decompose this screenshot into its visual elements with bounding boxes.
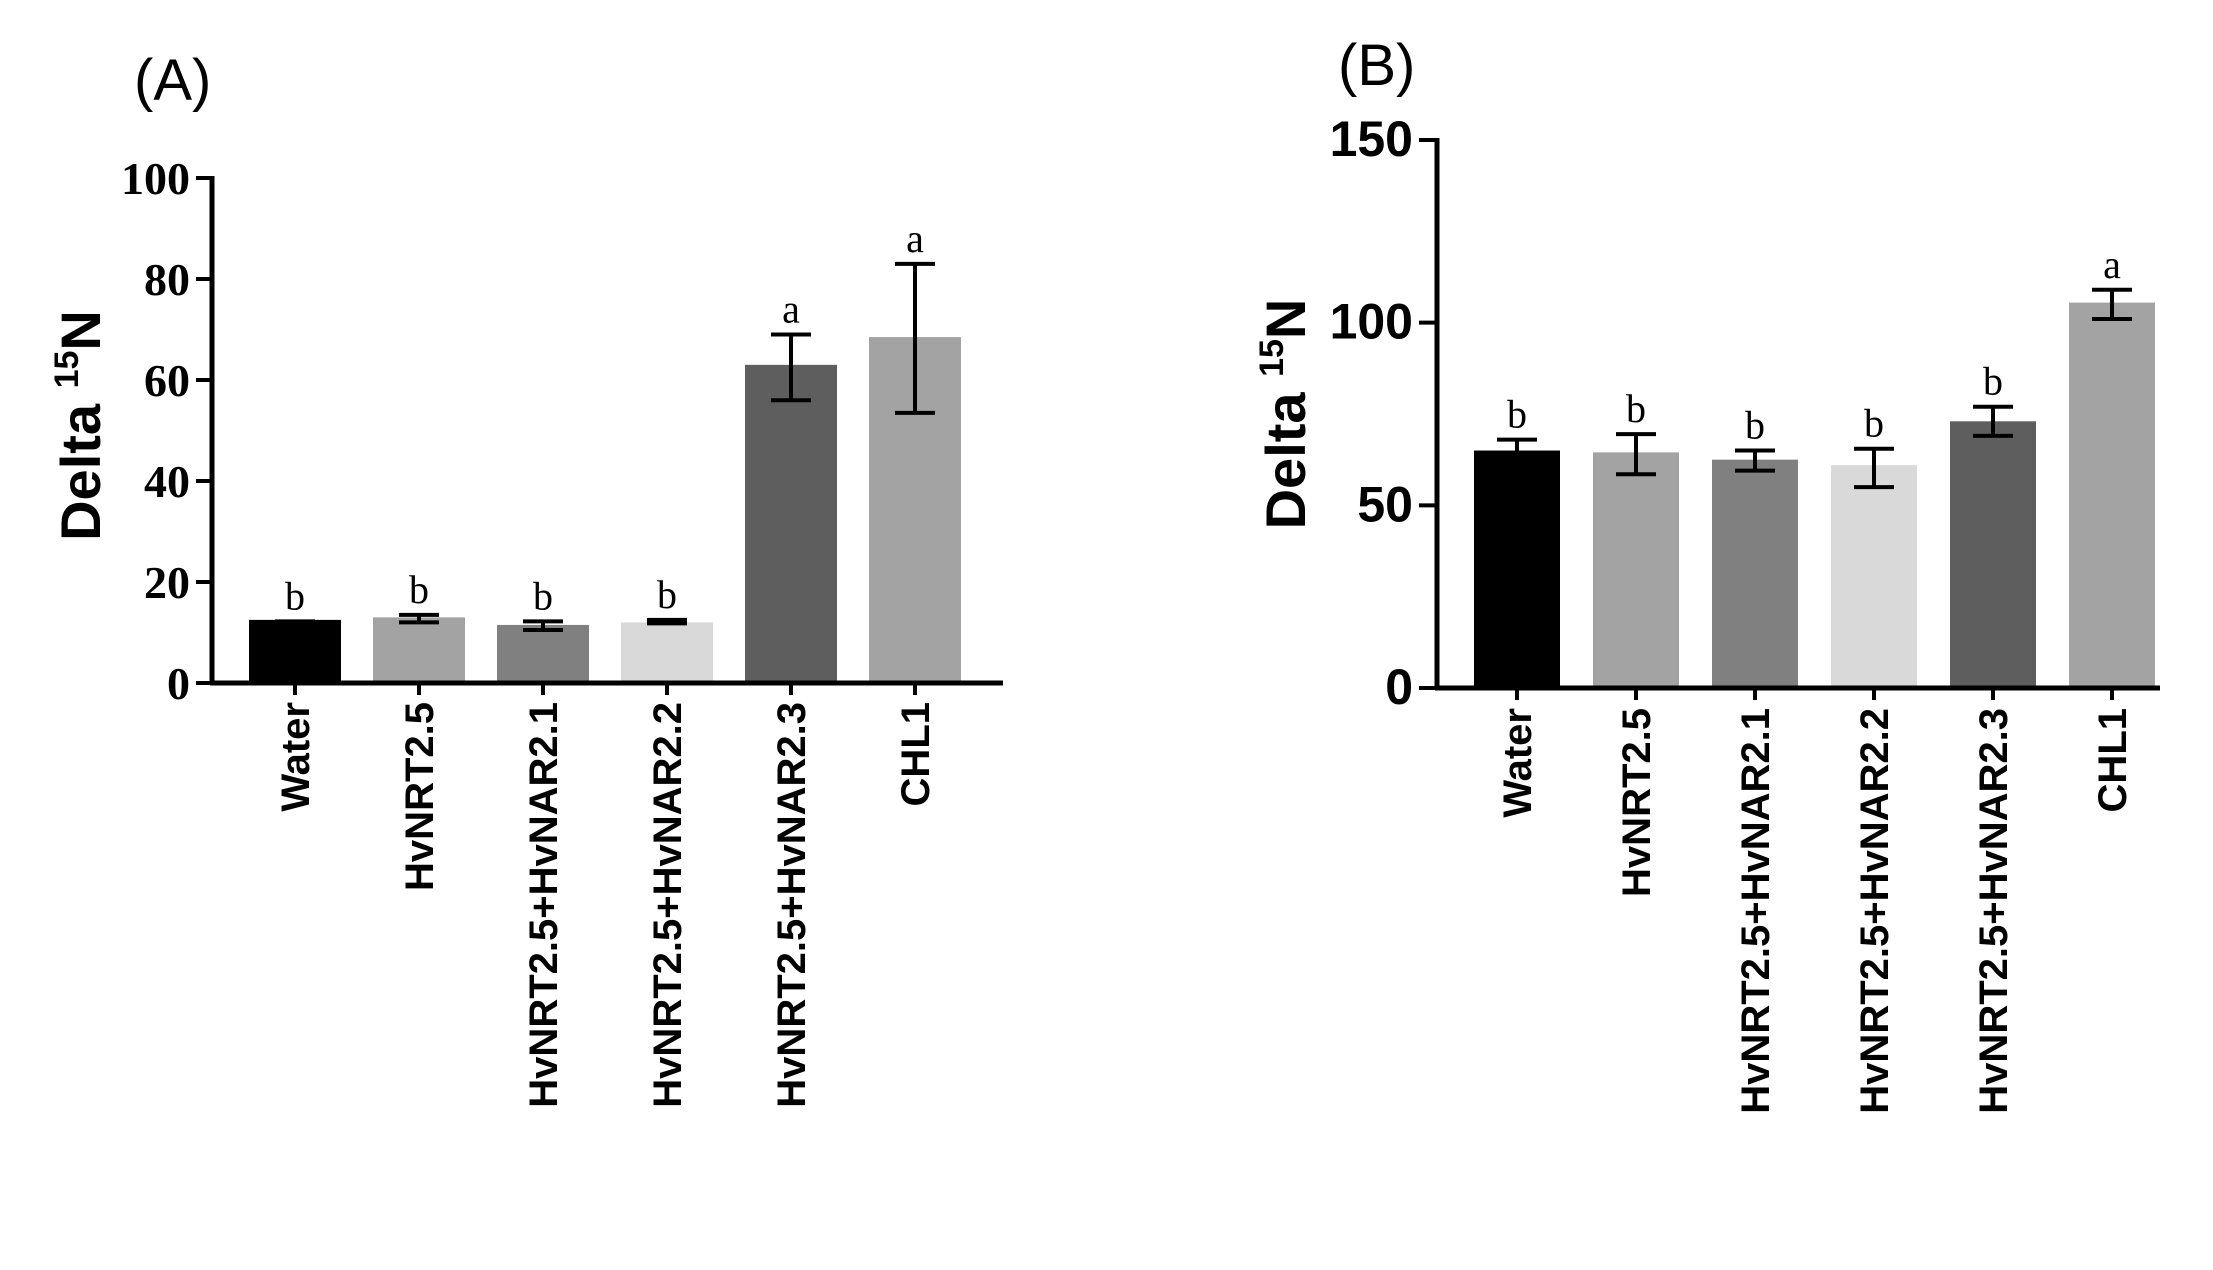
- panel-b-error-bar-1: [1497, 437, 1537, 464]
- panel-b-label: (B): [1338, 33, 1415, 98]
- panel-b-y-axis-title-main: Delta: [1254, 377, 1317, 530]
- panel-b-x-tick-label-2: HvNRT2.5: [1615, 708, 1659, 897]
- panel-b-error-bar-2: [1616, 432, 1656, 477]
- panel-a-significance-letter-1: b: [285, 573, 305, 618]
- panel-b-significance-letter-4: b: [1864, 401, 1884, 446]
- panel-b-x-tick-label-5: HvNRT2.5+HvNAR2.3: [1972, 708, 2016, 1114]
- panel-a-y-tick-label-3: 40: [144, 456, 190, 507]
- panel-a-x-tick-label-6: CHL1: [894, 702, 938, 806]
- panel-a-bar-5: [745, 364, 837, 683]
- panel-b-y-tick-label-3: 100: [1330, 294, 1413, 350]
- panel-a-error-bar-1: [275, 619, 315, 630]
- panel-a-bar-3: [497, 624, 589, 683]
- panel-a-x-tick-label-3: HvNRT2.5+HvNAR2.1: [522, 702, 566, 1108]
- panel-b-significance-letter-2: b: [1626, 386, 1646, 431]
- panel-a-y-tick-label-1: 0: [167, 658, 190, 709]
- panel-b-bar-4: [1831, 465, 1917, 688]
- panel-a-x-tick-label-1: Water: [274, 702, 318, 812]
- panel-a-x-tick-label-4: HvNRT2.5+HvNAR2.2: [646, 702, 690, 1108]
- panel-a-bar-4: [621, 622, 713, 683]
- panel-a-y-tick-label-4: 60: [144, 355, 190, 406]
- panel-b-y-tick-label-2: 50: [1357, 476, 1413, 532]
- panel-a-error-bar-6: [895, 261, 935, 415]
- panel-a-y-tick-label-5: 80: [144, 254, 190, 305]
- panel-a-error-bar-2: [399, 612, 439, 625]
- panel-b-y-axis-title-suffix: N: [1254, 299, 1317, 339]
- panel-a-significance-letter-3: b: [533, 573, 553, 618]
- panel-b-y-tick-label-4: 150: [1330, 111, 1413, 167]
- panel-a-x-tick-label-2: HvNRT2.5: [398, 702, 442, 891]
- panel-a-y-axis-title-suffix: N: [49, 310, 112, 350]
- panel-a-significance-letter-2: b: [409, 567, 429, 612]
- panel-b-significance-letter-6: a: [2103, 242, 2121, 287]
- panel-a-bar-1: [249, 619, 341, 683]
- panel-a-y-tick-label-2: 20: [144, 557, 190, 608]
- panel-b-y-tick-label-1: 0: [1385, 659, 1413, 715]
- panel-a-y-axis-title-main: Delta: [49, 388, 112, 541]
- panel-a-significance-letter-5: a: [782, 287, 800, 332]
- panel-b-chart: (B) b Water b HvNRT2.5 b HvNRT2.5+HvNAR2.1 b HvN…: [1253, 33, 2160, 1114]
- panel-a-error-bar-5: [771, 332, 811, 403]
- panel-a-y-tick-label-6: 100: [121, 153, 190, 204]
- panel-b-x-tick-label-6: CHL1: [2091, 708, 2135, 812]
- panel-b-error-bar-5: [1973, 404, 2013, 438]
- panel-a-x-tick-label-5: HvNRT2.5+HvNAR2.3: [770, 702, 814, 1108]
- panel-b-significance-letter-5: b: [1983, 359, 2003, 404]
- panel-b-error-bar-3: [1735, 448, 1775, 473]
- panel-b-x-tick-label-3: HvNRT2.5+HvNAR2.1: [1734, 708, 1778, 1114]
- panel-a-y-axis-title-superscript: 15: [48, 351, 86, 389]
- panel-b-x-tick-label-4: HvNRT2.5+HvNAR2.2: [1853, 708, 1897, 1114]
- panel-b-bar-1: [1474, 450, 1560, 688]
- panel-b-y-axis-title: Delta 15N: [1253, 299, 1317, 530]
- panel-a-y-axis-title: Delta 15N: [48, 310, 112, 541]
- panel-b-significance-letter-1: b: [1507, 392, 1527, 437]
- panel-a-significance-letter-4: b: [657, 572, 677, 617]
- panel-b-significance-letter-3: b: [1745, 403, 1765, 448]
- panel-a-label: (A): [134, 48, 211, 113]
- panel-a-error-bar-3: [523, 619, 563, 632]
- panel-b-y-axis-title-superscript: 15: [1253, 339, 1291, 377]
- panel-a-chart: (A) b Water b HvNRT2.5 b HvNRT2.5+HvNAR2.1 b HvN…: [48, 48, 1003, 1108]
- panel-b-bar-3: [1712, 459, 1798, 688]
- panel-b-bar-2: [1593, 452, 1679, 688]
- panel-b-error-bar-4: [1854, 446, 1894, 490]
- panel-b-error-bar-6: [2092, 287, 2132, 322]
- panel-a-error-bar-4: [647, 617, 687, 626]
- panel-a-bar-2: [373, 617, 465, 683]
- panel-a-significance-letter-6: a: [906, 216, 924, 261]
- panel-b-bar-6: [2069, 302, 2155, 688]
- panel-b-x-tick-label-1: Water: [1496, 708, 1540, 818]
- panel-b-bar-5: [1950, 421, 2036, 688]
